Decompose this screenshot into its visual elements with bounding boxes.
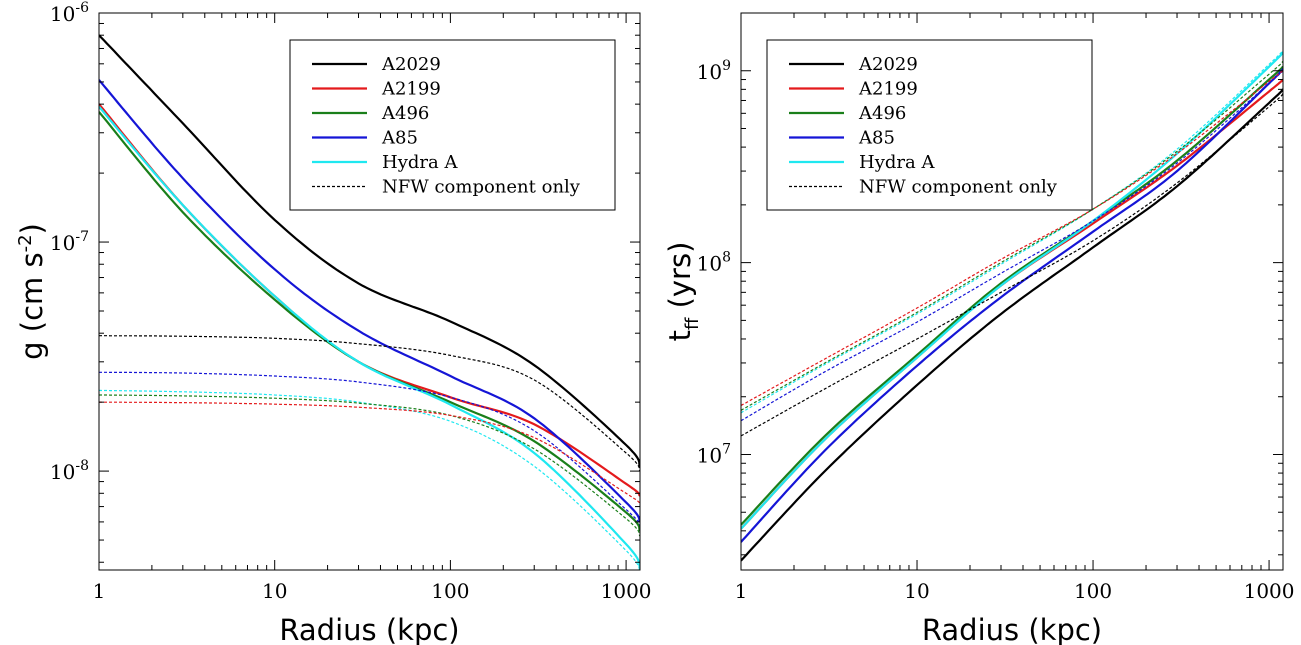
legend: A2029 A2199 A496 A85 Hydra A NFW component on…	[290, 40, 615, 210]
y-tick-label: 10-7	[50, 229, 89, 255]
x-tick-label: 1000	[1244, 579, 1295, 603]
legend-label: A496	[858, 103, 906, 124]
x-axis-title: Radius (kpc)	[279, 613, 459, 645]
legend-label: A496	[381, 103, 429, 124]
x-tick-label: 1000	[601, 579, 652, 603]
series-line-a2199-nfw	[99, 402, 640, 504]
legend-label: A85	[858, 128, 895, 149]
x-tick-label: 10	[262, 579, 287, 603]
legend-label: A2199	[858, 79, 918, 100]
x-tick-label: 100	[431, 579, 469, 603]
y-tick-label: 109	[697, 58, 731, 84]
chart-panel-1: 1 10 100 1000 10-8 10-7 10-6 Radius (kpc) g (cm …	[15, 0, 652, 645]
y-tick-label: 107	[697, 441, 731, 467]
legend-label: A2029	[858, 54, 918, 75]
legend-label: NFW component only	[859, 177, 1058, 198]
y-tick-label: 10-8	[50, 458, 89, 484]
legend-label: A2029	[381, 54, 441, 75]
legend-label: NFW component only	[382, 177, 581, 198]
legend-label: Hydra A	[859, 152, 935, 173]
x-tick-label: 100	[1074, 579, 1112, 603]
series-line-hydra-a-nfw	[99, 390, 640, 572]
legend: A2029 A2199 A496 A85 Hydra A NFW component on…	[767, 40, 1092, 210]
y-tick-label: 10-6	[50, 0, 89, 26]
y-tick-label: 108	[697, 250, 731, 276]
y-axis-title: g (cm s-2)	[15, 223, 49, 360]
series-line-a496-nfw	[99, 395, 640, 536]
x-axis-title: Radius (kpc)	[922, 613, 1102, 645]
x-tick-label: 1	[93, 579, 106, 603]
legend-label: A85	[381, 128, 418, 149]
x-tick-label: 1	[735, 579, 748, 603]
x-tick-label: 10	[904, 579, 929, 603]
legend-label: A2199	[381, 79, 441, 100]
legend-label: Hydra A	[382, 152, 458, 173]
